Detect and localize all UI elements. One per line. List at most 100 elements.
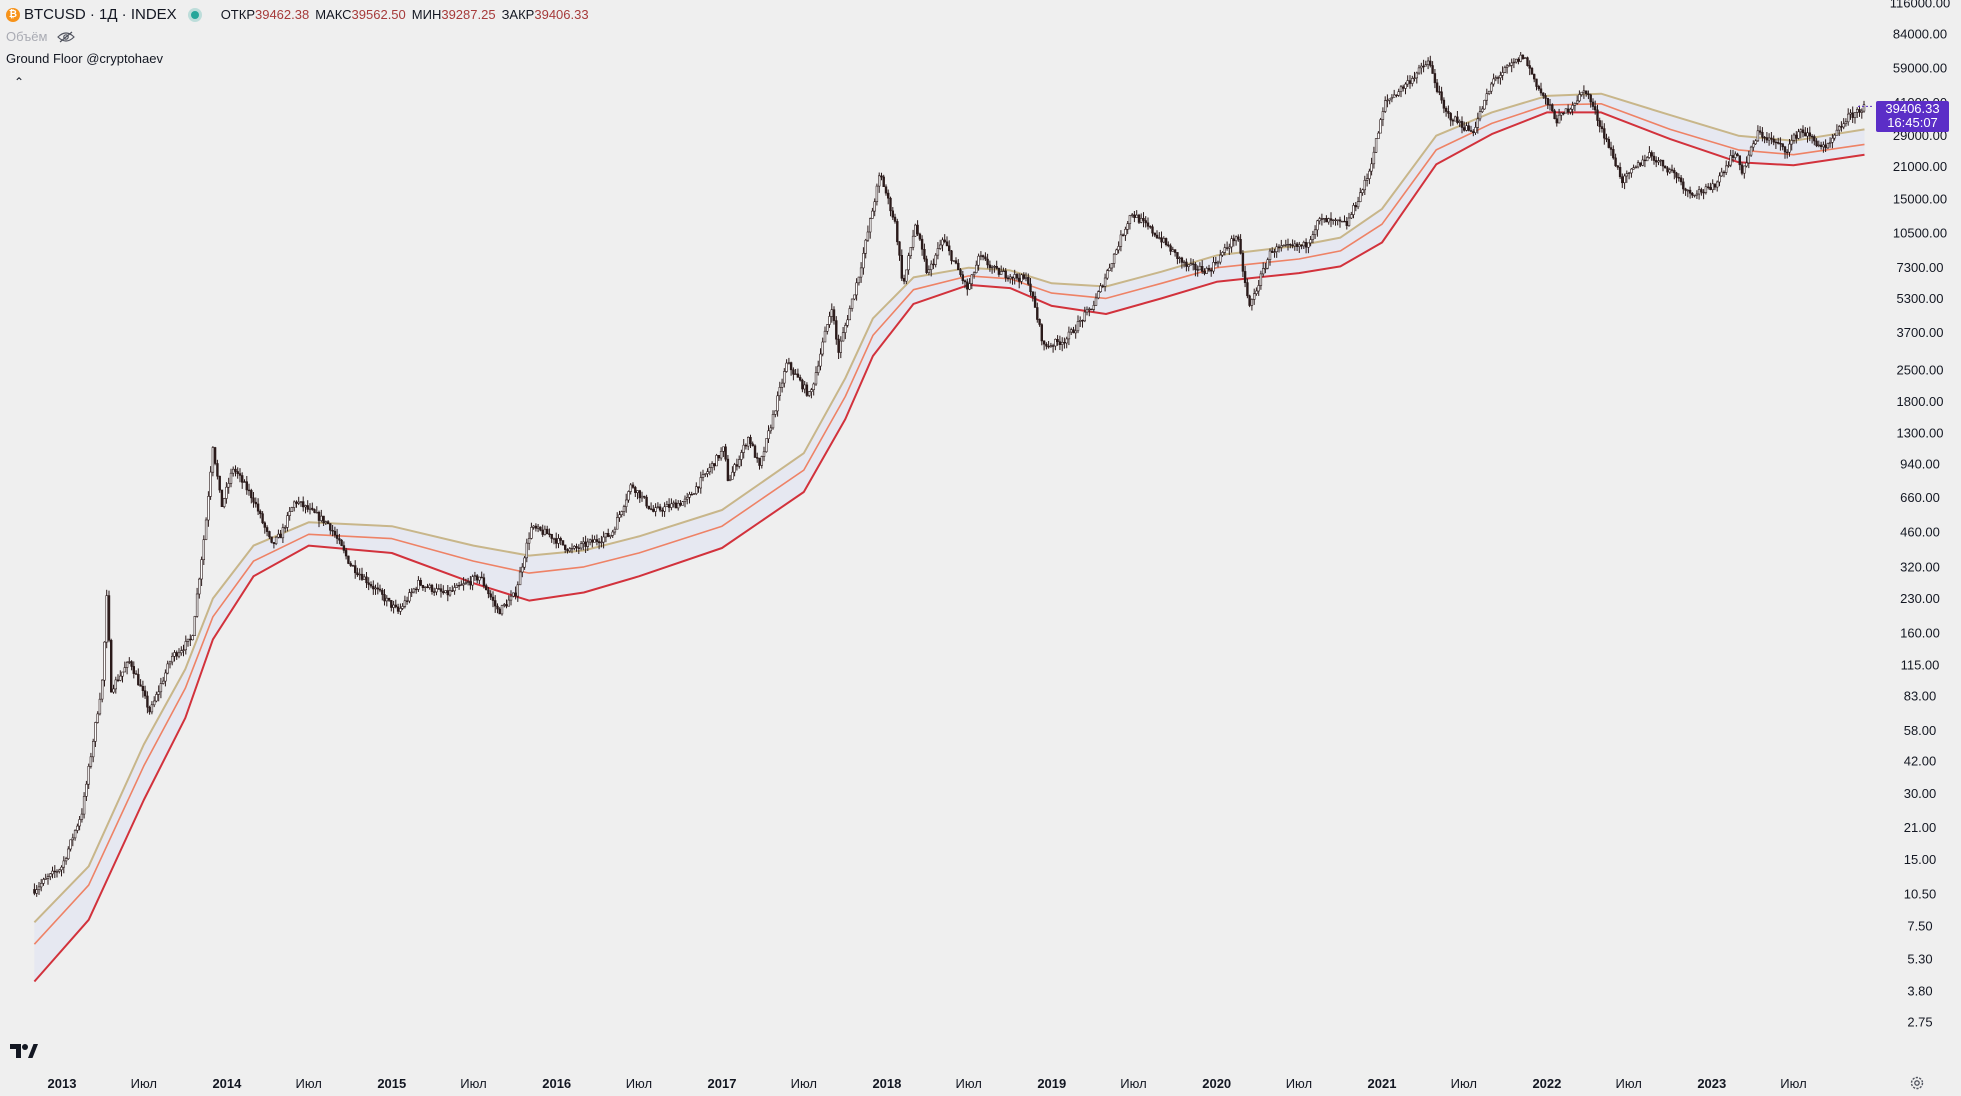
price-candle bbox=[1257, 285, 1260, 292]
volume-row[interactable]: Объём bbox=[6, 26, 589, 48]
price-candle bbox=[1144, 220, 1147, 224]
price-candle bbox=[568, 548, 572, 552]
price-candle bbox=[1343, 220, 1346, 223]
symbol-row[interactable]: ₿ BTCUSD · 1Д · INDEX ОТКР 39462.38 МАКС 3… bbox=[6, 4, 589, 26]
price-candle bbox=[514, 592, 517, 597]
price-candle bbox=[173, 652, 176, 657]
price-candle bbox=[699, 477, 703, 489]
price-candle bbox=[550, 533, 553, 539]
price-candle bbox=[934, 254, 937, 265]
price-candle bbox=[710, 463, 714, 468]
price-candle bbox=[1799, 129, 1803, 133]
market-status-icon bbox=[190, 11, 199, 19]
price-candle bbox=[419, 579, 422, 586]
price-candle bbox=[857, 276, 861, 284]
price-candle bbox=[482, 577, 486, 587]
price-candle bbox=[1234, 236, 1238, 242]
price-candle bbox=[491, 596, 495, 601]
price-candle bbox=[98, 698, 102, 715]
price-candle bbox=[130, 661, 133, 667]
price-candle bbox=[1449, 113, 1452, 121]
price-candle bbox=[1126, 223, 1129, 230]
price-candle bbox=[1142, 218, 1145, 221]
price-candle bbox=[1508, 65, 1511, 67]
price-candle bbox=[1499, 75, 1502, 79]
price-candle bbox=[936, 248, 940, 256]
price-candle bbox=[1051, 345, 1055, 347]
price-candle bbox=[1054, 338, 1057, 347]
price-candle bbox=[816, 365, 820, 374]
price-candle bbox=[765, 438, 768, 453]
price-candle bbox=[444, 590, 447, 594]
price-candle bbox=[708, 467, 712, 473]
y-tick-label: 230.00 bbox=[1900, 591, 1940, 606]
tradingview-logo-icon[interactable] bbox=[10, 1043, 38, 1059]
price-candle bbox=[886, 192, 890, 199]
price-candle bbox=[1853, 112, 1857, 119]
price-candle bbox=[582, 541, 585, 545]
price-candle bbox=[507, 599, 510, 607]
price-candle bbox=[1786, 151, 1789, 154]
price-candle bbox=[1501, 72, 1504, 76]
hidden-eye-icon[interactable] bbox=[57, 31, 76, 43]
price-candle bbox=[758, 457, 761, 466]
volume-label[interactable]: Объём bbox=[6, 29, 48, 44]
price-candle bbox=[1603, 128, 1606, 139]
price-candle bbox=[1655, 160, 1658, 163]
price-candle bbox=[101, 679, 104, 700]
price-candle bbox=[132, 666, 135, 674]
price-candle bbox=[643, 495, 646, 498]
price-candle bbox=[1777, 142, 1780, 144]
price-candle bbox=[871, 210, 874, 219]
price-candle bbox=[654, 507, 657, 512]
gear-icon[interactable] bbox=[1909, 1075, 1925, 1091]
price-candle bbox=[957, 262, 960, 271]
price-candle bbox=[157, 691, 160, 695]
price-candle bbox=[1463, 127, 1466, 131]
price-candle bbox=[457, 584, 461, 587]
price-candle bbox=[1201, 265, 1204, 272]
price-candle bbox=[162, 680, 165, 684]
price-candle bbox=[1047, 345, 1050, 348]
price-candle bbox=[478, 576, 481, 581]
price-candle bbox=[1386, 99, 1389, 102]
price-candle bbox=[1081, 319, 1084, 322]
price-candle bbox=[846, 319, 849, 326]
price-candle bbox=[1094, 297, 1098, 306]
price-candle bbox=[636, 490, 639, 494]
bar-countdown: 16:45:07 bbox=[1887, 115, 1938, 130]
price-candle bbox=[1293, 243, 1297, 247]
price-candle bbox=[916, 224, 919, 235]
price-candle bbox=[841, 332, 845, 342]
price-candle bbox=[290, 507, 294, 512]
price-candle bbox=[69, 839, 72, 850]
price-candle bbox=[554, 538, 558, 544]
indicator-row[interactable]: Ground Floor @cryptohaev bbox=[6, 48, 589, 70]
price-candle bbox=[1668, 169, 1672, 173]
price-candle bbox=[1338, 219, 1342, 222]
price-candle bbox=[76, 825, 79, 831]
price-candle bbox=[1537, 86, 1541, 90]
price-candle bbox=[1790, 140, 1793, 145]
price-candle bbox=[1487, 90, 1491, 94]
price-candle bbox=[378, 588, 382, 591]
price-candle bbox=[155, 694, 158, 702]
price-candle bbox=[1350, 214, 1353, 219]
x-tick-label: 2021 bbox=[1368, 1076, 1397, 1091]
price-candle bbox=[1397, 91, 1400, 96]
price-candle bbox=[1679, 177, 1683, 183]
symbol-title[interactable]: BTCUSD · 1Д · INDEX bbox=[24, 6, 177, 23]
price-candle bbox=[1605, 137, 1608, 140]
price-candle bbox=[51, 870, 54, 875]
price-candle bbox=[1429, 60, 1432, 66]
price-candle bbox=[905, 269, 908, 282]
price-candle bbox=[1255, 290, 1258, 295]
collapse-legend-button[interactable]: ⌃ bbox=[13, 75, 25, 89]
price-candle bbox=[295, 501, 298, 504]
indicator-name[interactable]: Ground Floor @cryptohaev bbox=[6, 51, 163, 66]
price-candle bbox=[631, 484, 635, 488]
price-candle bbox=[1756, 130, 1760, 142]
price-candle bbox=[776, 395, 779, 412]
price-candle bbox=[1268, 250, 1272, 260]
